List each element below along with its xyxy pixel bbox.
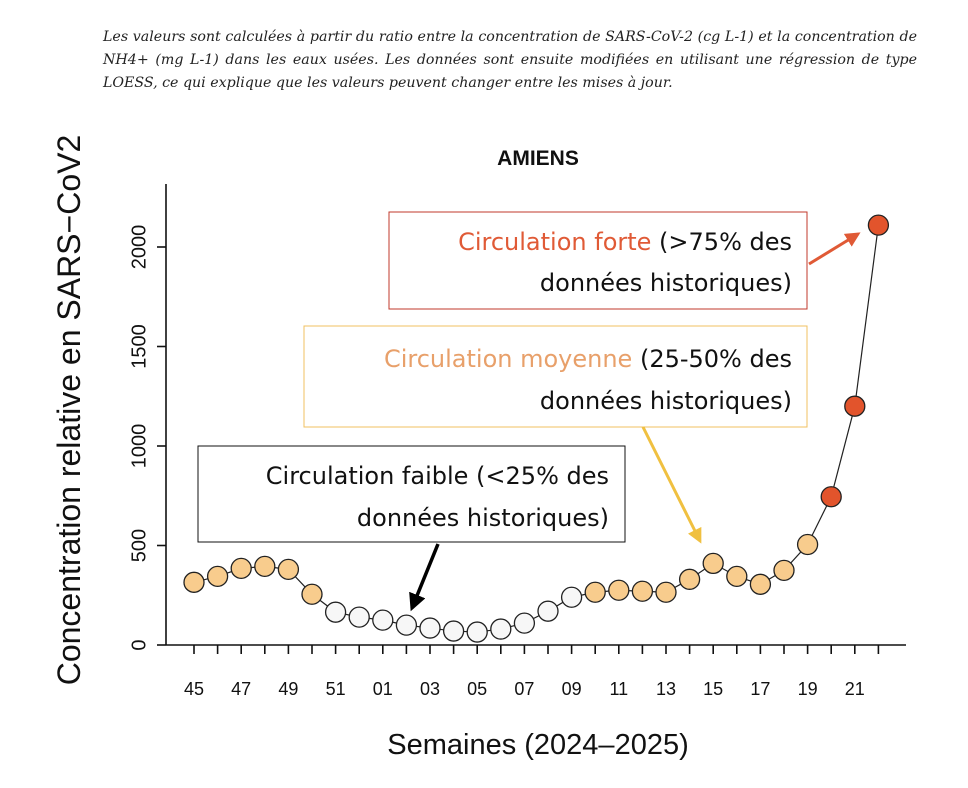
data-point xyxy=(419,617,441,639)
chart-title: AMIENS xyxy=(497,147,579,170)
x-tick-label: 49 xyxy=(278,679,298,699)
y-tick-label: 1000 xyxy=(128,424,150,469)
x-tick-label: 01 xyxy=(373,679,393,699)
data-point xyxy=(655,581,677,603)
x-tick-label: 51 xyxy=(326,679,346,699)
data-point xyxy=(608,579,630,601)
data-point xyxy=(537,600,559,622)
data-point xyxy=(277,558,300,581)
data-point xyxy=(678,568,701,590)
x-ticks: 45 47 49 51 01 03 05 07 09 11 13 15 17 19 21 xyxy=(184,645,880,699)
data-point xyxy=(820,486,842,508)
data-point xyxy=(442,620,465,642)
x-tick-label: 13 xyxy=(656,679,676,699)
x-tick-label: 05 xyxy=(467,679,487,699)
annotation-moyenne-arrow xyxy=(641,426,702,544)
x-tick-label: 47 xyxy=(231,679,251,699)
data-point xyxy=(395,614,418,636)
y-ticks: 0 500 1000 1500 2000 xyxy=(128,225,166,651)
y-tick-label: 500 xyxy=(128,529,150,562)
y-tick-label: 2000 xyxy=(128,225,150,270)
data-point xyxy=(490,618,512,640)
annotation-forte-rest: (>75% des xyxy=(651,228,792,256)
data-points xyxy=(183,214,890,643)
data-point xyxy=(466,621,488,643)
data-point xyxy=(584,581,606,603)
x-tick-label: 21 xyxy=(845,679,865,699)
annotation-forte-arrow xyxy=(808,232,861,266)
data-point xyxy=(844,395,866,417)
x-tick-label: 15 xyxy=(703,679,723,699)
data-point xyxy=(867,214,890,236)
x-tick-label: 45 xyxy=(184,679,204,699)
data-point xyxy=(372,609,394,631)
x-tick-label: 03 xyxy=(420,679,440,699)
annotation-forte-line1: Circulation forte (>75% des xyxy=(458,228,792,256)
x-tick-label: 07 xyxy=(514,679,534,699)
annotation-faible: Circulation faible (<25% des données his… xyxy=(197,445,626,612)
data-point xyxy=(749,573,772,595)
annotation-faible-line1: Circulation faible (<25% des xyxy=(266,462,609,490)
x-tick-label: 11 xyxy=(609,679,628,699)
annotation-moyenne-box xyxy=(303,325,808,428)
annotation-moyenne-line2: données historiques) xyxy=(540,387,792,415)
data-point xyxy=(513,612,536,634)
annotation-moyenne-line1: Circulation moyenne (25-50% des xyxy=(384,345,792,373)
x-tick-label: 19 xyxy=(798,679,818,699)
data-point xyxy=(796,533,819,556)
annotation-forte-line2: données historiques) xyxy=(540,269,792,297)
x-tick-label: 17 xyxy=(750,679,770,699)
data-point xyxy=(206,565,229,587)
annotation-forte: Circulation forte (>75% des données hist… xyxy=(388,211,861,310)
x-tick-label: 09 xyxy=(562,679,582,699)
annotation-faible-line2: données historiques) xyxy=(357,504,609,532)
data-point xyxy=(254,555,276,578)
annotation-moyenne-colored: Circulation moyenne xyxy=(384,345,632,373)
annotation-moyenne: Circulation moyenne (25-50% des données … xyxy=(303,325,808,544)
annotation-forte-box xyxy=(388,211,808,310)
data-point xyxy=(348,606,370,628)
annotation-faible-arrow xyxy=(409,543,440,612)
annotation-faible-box xyxy=(197,445,626,543)
data-point xyxy=(230,557,252,580)
y-tick-label: 0 xyxy=(128,639,150,650)
data-point xyxy=(324,601,347,623)
data-point xyxy=(560,586,583,608)
caption-text: Les valeurs sont calculées à partir du r… xyxy=(103,29,917,91)
annotation-moyenne-rest: (25-50% des xyxy=(632,345,792,373)
data-point xyxy=(726,565,748,587)
x-axis-label: Semaines (2024–2025) xyxy=(387,729,688,761)
data-point xyxy=(631,580,654,602)
y-tick-label: 1500 xyxy=(128,324,150,369)
data-point xyxy=(183,571,205,593)
data-point xyxy=(773,559,795,582)
annotation-forte-colored: Circulation forte xyxy=(458,228,651,256)
data-point xyxy=(702,552,724,575)
axes xyxy=(165,184,906,646)
y-axis-label: Concentration relative en SARS−CoV2 xyxy=(51,135,87,686)
data-point xyxy=(301,583,323,605)
